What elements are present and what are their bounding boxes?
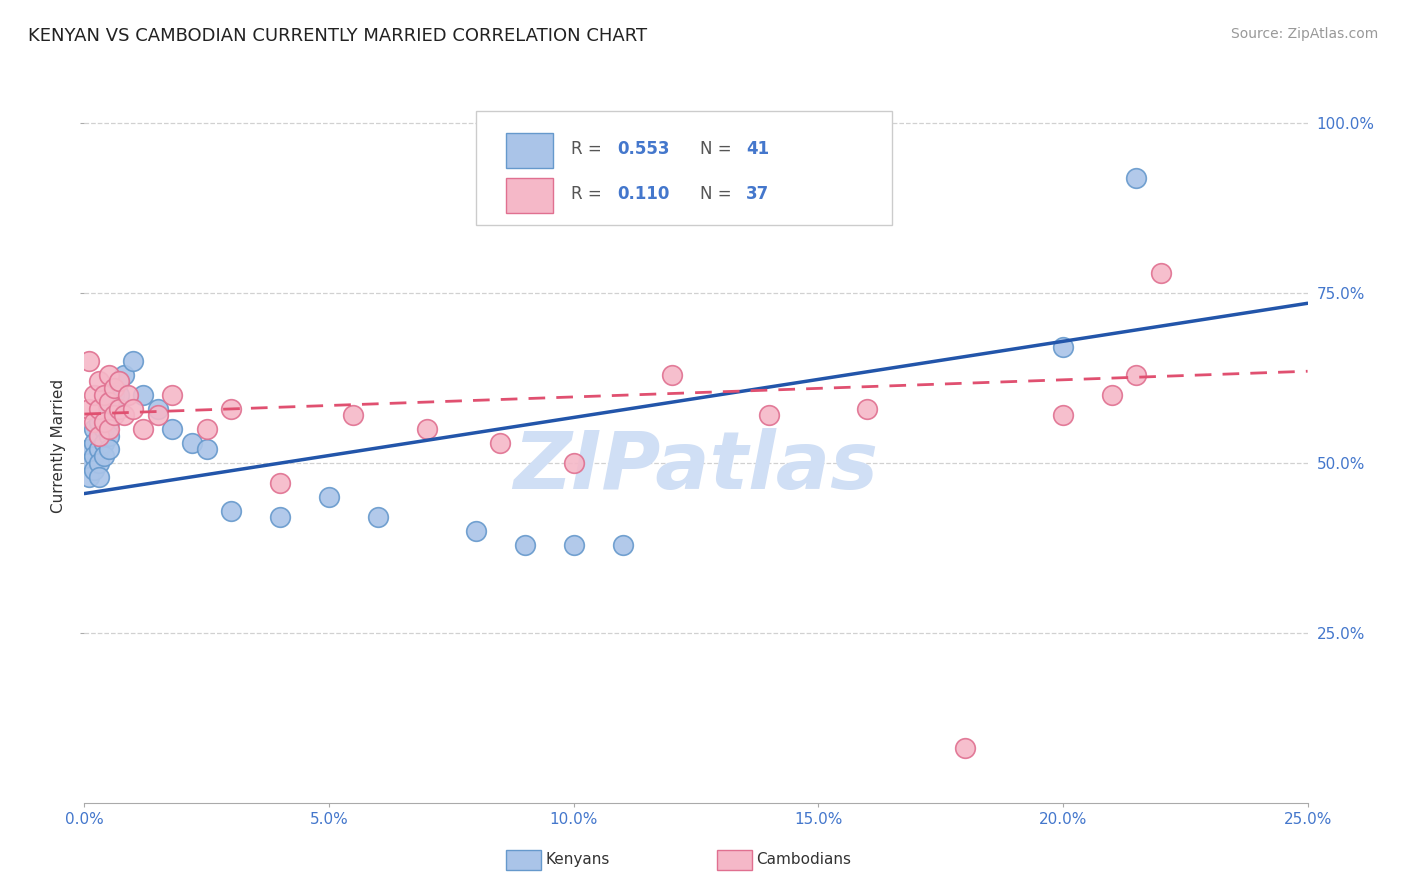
Point [146, 401, 169, 416]
Point [107, 375, 129, 389]
Point [97, 429, 120, 443]
Point [87, 442, 110, 457]
Point [219, 503, 242, 517]
Point [489, 435, 512, 450]
Point [117, 388, 139, 402]
Point [77, 401, 100, 416]
Point [195, 442, 218, 457]
Point [856, 401, 879, 416]
Point [269, 476, 291, 491]
FancyBboxPatch shape [475, 111, 891, 225]
Point [87, 456, 110, 470]
Point [464, 524, 486, 538]
Point [83, 449, 105, 463]
Point [953, 741, 976, 756]
Point [97, 394, 120, 409]
Text: Source: ZipAtlas.com: Source: ZipAtlas.com [1230, 27, 1378, 41]
FancyBboxPatch shape [506, 133, 553, 169]
Text: N =: N = [700, 140, 737, 158]
Point [162, 388, 184, 402]
Point [93, 415, 115, 429]
Point [132, 388, 155, 402]
Point [107, 375, 129, 389]
Point [87, 401, 110, 416]
Point [97, 442, 120, 457]
Point [97, 415, 120, 429]
Point [107, 401, 129, 416]
Point [93, 388, 115, 402]
Text: 37: 37 [747, 186, 769, 203]
Point [122, 354, 145, 368]
FancyBboxPatch shape [506, 178, 553, 213]
Point [1052, 341, 1074, 355]
Point [83, 415, 105, 429]
Text: Cambodians: Cambodians [756, 853, 852, 867]
Point [87, 415, 110, 429]
Point [1125, 368, 1147, 382]
Point [661, 368, 683, 382]
Point [77, 354, 100, 368]
Point [758, 409, 780, 423]
Point [318, 490, 340, 504]
Text: KENYAN VS CAMBODIAN CURRENTLY MARRIED CORRELATION CHART: KENYAN VS CAMBODIAN CURRENTLY MARRIED CO… [28, 27, 647, 45]
Point [93, 422, 115, 436]
Text: R =: R = [571, 186, 607, 203]
Point [93, 435, 115, 450]
Point [195, 422, 218, 436]
Point [87, 469, 110, 483]
Text: 0.553: 0.553 [617, 140, 671, 158]
Point [1052, 409, 1074, 423]
Point [103, 409, 125, 423]
Point [219, 401, 242, 416]
Point [83, 422, 105, 436]
Point [162, 422, 184, 436]
Y-axis label: Currently Married: Currently Married [51, 379, 66, 513]
Point [97, 422, 120, 436]
Point [1150, 266, 1173, 280]
Text: 41: 41 [747, 140, 769, 158]
Point [562, 537, 585, 551]
Point [112, 368, 135, 382]
Point [83, 463, 105, 477]
Point [562, 456, 585, 470]
Point [83, 388, 105, 402]
Text: R =: R = [571, 140, 607, 158]
Point [1101, 388, 1123, 402]
Point [97, 368, 120, 382]
Point [97, 401, 120, 416]
Point [112, 409, 135, 423]
Text: ZIPatlas: ZIPatlas [513, 428, 879, 507]
Point [93, 449, 115, 463]
Point [1125, 170, 1147, 185]
Point [367, 510, 389, 524]
Point [77, 456, 100, 470]
Text: Kenyans: Kenyans [546, 853, 610, 867]
Point [93, 409, 115, 423]
Point [103, 381, 125, 395]
Point [181, 435, 204, 450]
Point [87, 375, 110, 389]
Point [146, 409, 169, 423]
Point [103, 388, 125, 402]
Point [513, 537, 536, 551]
Point [107, 388, 129, 402]
Point [83, 435, 105, 450]
Text: N =: N = [700, 186, 737, 203]
Point [103, 401, 125, 416]
Point [87, 429, 110, 443]
Point [87, 429, 110, 443]
Point [122, 401, 145, 416]
Point [132, 422, 155, 436]
Point [342, 409, 364, 423]
Point [612, 537, 634, 551]
Point [77, 442, 100, 457]
Point [416, 422, 439, 436]
Point [77, 469, 100, 483]
Point [269, 510, 291, 524]
Text: 0.110: 0.110 [617, 186, 671, 203]
